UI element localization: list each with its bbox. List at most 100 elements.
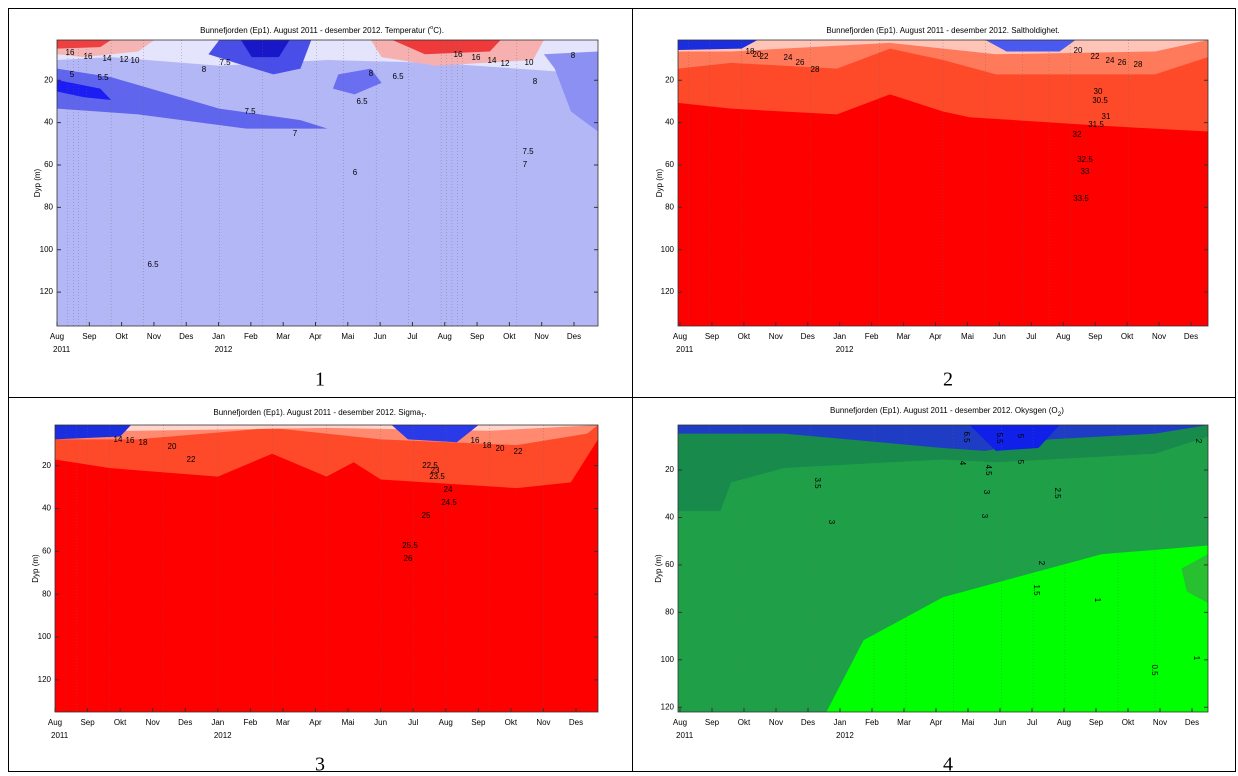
x-tick-label: Jul — [408, 718, 418, 727]
plot-area — [55, 425, 598, 712]
contour-label: 22 — [1091, 52, 1100, 61]
contour-label: 23 — [431, 466, 440, 475]
contour-field — [969, 425, 1060, 451]
contour-label: 33 — [1081, 167, 1090, 176]
contour-label: 20 — [496, 444, 505, 453]
x-tick-label: Okt — [115, 332, 128, 341]
contour-field — [57, 80, 112, 101]
year-label: 2012 — [215, 345, 233, 354]
contour-label: 14 — [488, 56, 497, 65]
y-tick-label: 60 — [665, 160, 674, 169]
x-tick-label: Sep — [1089, 718, 1104, 727]
contour-label: 16 — [66, 48, 75, 57]
y-axis-label: Dyp (m) — [654, 554, 663, 583]
x-tick-label: Des — [1185, 718, 1199, 727]
y-tick-label: 20 — [44, 75, 53, 84]
x-tick-label: Mai — [962, 718, 975, 727]
contour-label: 22 — [514, 447, 523, 456]
x-tick-label: Sep — [471, 718, 486, 727]
y-tick-label: 100 — [661, 245, 675, 254]
contour-label: 25 — [422, 511, 431, 520]
x-tick-label: Apr — [309, 332, 322, 341]
year-label: 2012 — [836, 345, 854, 354]
x-tick-label: Des — [178, 718, 192, 727]
contour-label: 18 — [139, 438, 148, 447]
x-tick-label: Nov — [146, 718, 160, 727]
contour-label: 8 — [571, 51, 576, 60]
contour-label: 3 — [827, 520, 836, 525]
title-part: ) — [1061, 406, 1064, 415]
contour-label: 14 — [114, 435, 123, 444]
x-tick-label: Aug — [1057, 718, 1071, 727]
contour-label: 20 — [168, 442, 177, 451]
x-tick-label: Mar — [897, 718, 911, 727]
x-tick-label: Mar — [276, 718, 290, 727]
title-part: C). — [433, 26, 444, 35]
contour-label: 18 — [746, 47, 755, 56]
y-tick-label: 100 — [40, 245, 54, 254]
title-part: Bunnefjorden (Ep1). August 2011 - desemb… — [200, 26, 430, 35]
contour-field — [985, 40, 1076, 52]
contour-label: 6.5 — [147, 260, 159, 269]
x-tick-label: Feb — [244, 332, 258, 341]
y-tick-label: 120 — [40, 287, 54, 296]
contour-label: 7.5 — [522, 147, 534, 156]
contour-label: 8 — [369, 69, 374, 78]
x-tick-label: Sep — [80, 718, 95, 727]
x-tick-label: Apr — [309, 718, 322, 727]
x-tick-label: Jan — [211, 718, 224, 727]
x-tick-label: Jul — [1026, 332, 1036, 341]
contour-label: 6.5 — [962, 431, 971, 443]
x-tick-label: Nov — [147, 332, 161, 341]
contour-label: 28 — [1134, 60, 1143, 69]
plot-area — [678, 40, 1208, 326]
x-tick-label: Sep — [705, 332, 720, 341]
x-tick-label: Apr — [930, 718, 943, 727]
x-tick-label: Okt — [738, 718, 751, 727]
x-tick-label: Aug — [50, 332, 64, 341]
x-tick-label: Mar — [897, 332, 911, 341]
contour-label: 12 — [120, 55, 129, 64]
x-tick-label: Jun — [994, 718, 1007, 727]
x-tick-label: Nov — [536, 718, 550, 727]
contour-label: 2 — [1194, 439, 1203, 444]
x-tick-label: Des — [801, 718, 815, 727]
x-tick-label: Des — [801, 332, 815, 341]
x-tick-label: Mai — [341, 332, 354, 341]
contour-field — [543, 51, 598, 132]
contour-label: 22.5 — [422, 461, 438, 470]
plot-frame — [677, 424, 1209, 713]
y-tick-label: 40 — [665, 118, 674, 127]
contour-field — [240, 40, 290, 58]
contour-label: 16 — [472, 53, 481, 62]
plot-frame — [677, 39, 1209, 327]
x-tick-label: Sep — [1088, 332, 1103, 341]
contour-label: 10 — [525, 58, 534, 67]
year-label: 2011 — [676, 345, 694, 354]
y-axis-label: Dyp (m) — [31, 554, 40, 583]
x-tick-label: Okt — [1121, 332, 1134, 341]
contour-label: 0.5 — [1150, 664, 1159, 676]
title-part: Bunnefjorden (Ep1). August 2011 - desemb… — [213, 408, 421, 417]
y-tick-label: 120 — [661, 702, 675, 711]
plot-frame — [56, 39, 599, 327]
y-tick-label: 80 — [44, 202, 53, 211]
x-tick-label: Aug — [673, 718, 687, 727]
x-tick-label: Mar — [276, 332, 290, 341]
contour-label: 6.5 — [356, 97, 368, 106]
x-tick-label: Jun — [374, 718, 387, 727]
x-tick-label: Nov — [1152, 332, 1166, 341]
contour-label: 30.5 — [1092, 96, 1108, 105]
contour-label: 5 — [70, 70, 75, 79]
title-part: 2 — [1058, 411, 1062, 418]
contour-label: 33.5 — [1073, 194, 1089, 203]
contour-label: 16 — [471, 436, 480, 445]
y-tick-label: 40 — [665, 513, 674, 522]
x-tick-label: Aug — [673, 332, 687, 341]
x-tick-label: Aug — [438, 332, 452, 341]
x-tick-label: Jul — [407, 332, 417, 341]
contour-label: 24 — [784, 53, 793, 62]
y-tick-label: 60 — [44, 160, 53, 169]
contour-label: 3.5 — [813, 477, 822, 489]
panel-number: 2 — [943, 369, 953, 391]
